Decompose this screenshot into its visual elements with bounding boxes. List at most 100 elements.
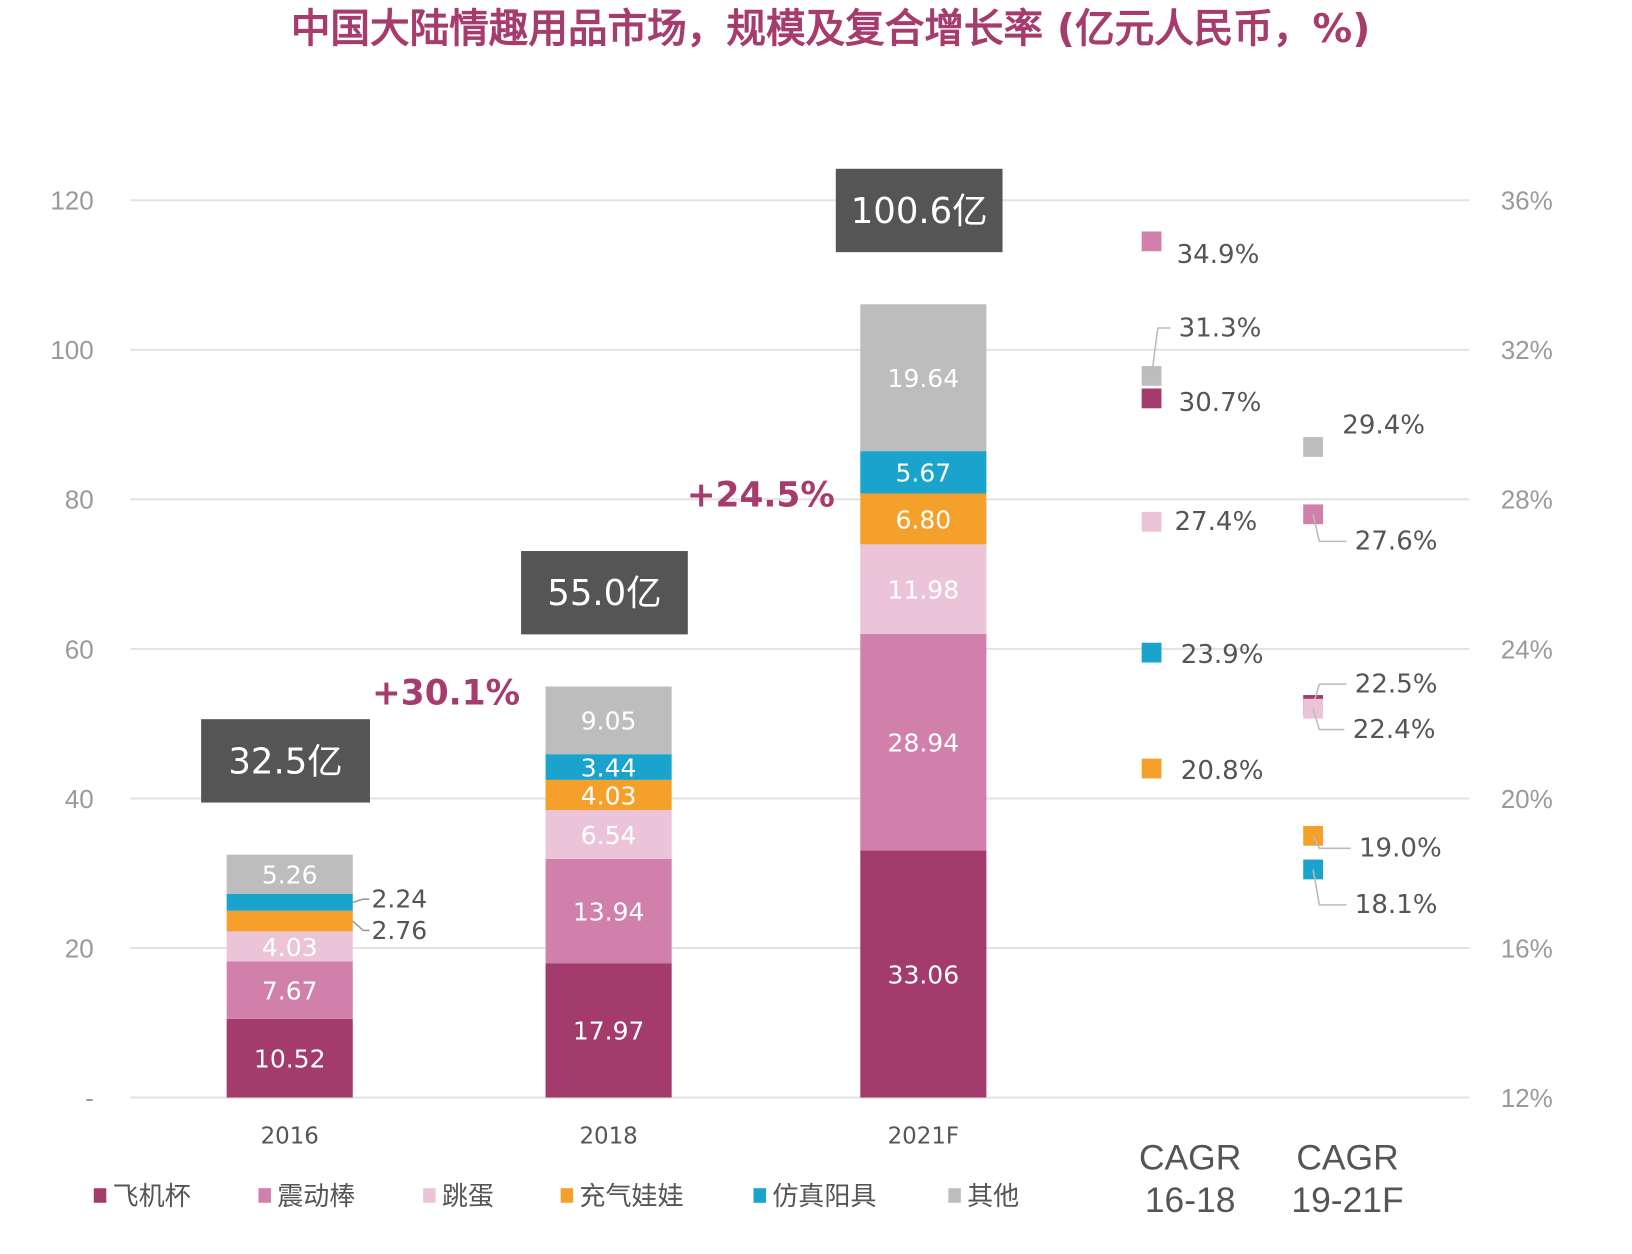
legend: 飞机杯 震动棒 跳蛋 充气娃娃 仿真阳具 其他: [93, 1182, 1019, 1212]
cagr-value-label: 18.1%: [1355, 890, 1438, 920]
cagr-value-label: 22.4%: [1353, 715, 1436, 745]
bar-segment-label: 17.97: [573, 1017, 645, 1046]
bar-segment-label: 2.24: [372, 885, 428, 914]
bar-segment-label: 4.03: [581, 781, 637, 810]
cagr-marker: [1303, 437, 1324, 457]
legend-swatch: [753, 1188, 766, 1203]
legend-label: 飞机杯: [113, 1182, 191, 1212]
bar-segment: [545, 963, 672, 1098]
total-box: [835, 168, 1003, 253]
bar-segment-label: 5.67: [896, 459, 952, 488]
y-right-tick-label: 20%: [1501, 784, 1553, 814]
bar-segment: [860, 633, 987, 851]
bar-segment-label: 9.05: [581, 707, 637, 736]
leader-line: [1312, 869, 1347, 906]
cagr-value-label: 22.5%: [1355, 669, 1438, 699]
bar-segment: [226, 961, 353, 1019]
bar-segment-label: 6.80: [896, 505, 952, 534]
y-right-tick-label: 12%: [1501, 1083, 1553, 1113]
bar-segment-label: 11.98: [888, 576, 960, 605]
legend-swatch: [560, 1188, 574, 1203]
cagr-period: 16-18: [1145, 1180, 1236, 1220]
y-tick-label: 100: [50, 335, 93, 365]
bar-segment: [860, 850, 987, 1098]
bars: 10.52 7.67 4.03 2.762.24 5.26 32.5亿 2016 17.97 1…: [201, 168, 1003, 1149]
bar-segment-label: 19.64: [888, 364, 960, 393]
cagr-value-label: 29.4%: [1342, 410, 1425, 440]
bar-segment: [545, 686, 672, 755]
bar-segment: [226, 931, 353, 962]
bar-segment: [545, 810, 672, 859]
bar-segment-label: 13.94: [573, 897, 645, 926]
bar-segment: [545, 779, 672, 811]
y-tick-label: 60: [65, 634, 94, 664]
leader-line: [1312, 514, 1347, 543]
legend-swatch: [258, 1188, 271, 1203]
y-right-tick-label: 24%: [1501, 634, 1553, 664]
y-tick-label: -: [85, 1083, 94, 1113]
total-label: 32.5亿: [228, 741, 342, 782]
cagr-value-label: 34.9%: [1177, 240, 1260, 270]
legend-label: 仿真阳具: [772, 1182, 876, 1212]
y-right-tick-label: 32%: [1501, 335, 1553, 365]
bar-segment-label: 7.67: [262, 977, 318, 1006]
total-label: 100.6亿: [851, 191, 988, 232]
growth-label: +24.5%: [687, 476, 835, 516]
y-tick-label: 40: [65, 784, 94, 814]
leader-line: [1312, 835, 1351, 850]
bar-segment: [860, 304, 987, 452]
bar-segment-label: 6.54: [581, 821, 637, 850]
total-box: [201, 719, 370, 803]
cagr-header: CAGR: [1139, 1137, 1241, 1177]
cagr-header: CAGR: [1296, 1137, 1398, 1177]
y-axis-right: 12% 16% 20% 24% 28% 32% 36%: [1501, 186, 1553, 1113]
bar-segment: [226, 1018, 353, 1098]
cagr-value-label: 27.4%: [1174, 507, 1257, 537]
legend-swatch: [423, 1188, 436, 1203]
bar-segment-label: 4.03: [262, 933, 318, 962]
bar-segment-label: 3.44: [581, 753, 637, 782]
total-box: [521, 551, 688, 635]
chart-title: 中国大陆情趣用品市场，规模及复合增长率 (亿元人民币，%): [291, 6, 1371, 52]
legend-swatch: [948, 1188, 961, 1203]
y-right-tick-label: 16%: [1501, 933, 1553, 963]
bar-segment: [860, 544, 987, 634]
cagr-period: 19-21F: [1291, 1180, 1403, 1220]
y-tick-label: 20: [65, 933, 94, 963]
y-right-tick-label: 28%: [1501, 485, 1553, 515]
leader-line: [1312, 683, 1347, 706]
cagr-marker: [1303, 859, 1324, 880]
segment-leader-line: [352, 898, 370, 904]
bar-segment: [860, 493, 987, 545]
x-tick-label: 2016: [261, 1123, 319, 1149]
cagr-value-label: 20.8%: [1181, 756, 1264, 786]
cagr-marker: [1141, 758, 1162, 779]
bar-segment: [545, 754, 672, 780]
bar-segment: [545, 858, 672, 964]
x-tick-label: 2021F: [888, 1123, 959, 1149]
y-right-tick-label: 36%: [1501, 186, 1553, 216]
bar-segment-label: 10.52: [254, 1045, 326, 1074]
cagr-marker: [1141, 511, 1162, 532]
bar-segment: [226, 910, 353, 932]
cagr-markers: 30.7%34.9%27.4%20.8%23.9%31.3%CAGR16-182…: [1139, 231, 1442, 1220]
bar-segment: [226, 854, 353, 894]
legend-label: 震动棒: [277, 1182, 355, 1212]
bar-segment: [226, 893, 353, 911]
cagr-value-label: 27.6%: [1355, 527, 1438, 557]
legend-label: 其他: [967, 1182, 1019, 1212]
y-tick-label: 120: [50, 186, 93, 216]
cagr-marker: [1141, 642, 1162, 663]
growth-label: +30.1%: [372, 674, 520, 714]
bar-segment-label: 2.76: [372, 916, 428, 945]
legend-label: 跳蛋: [442, 1182, 494, 1212]
leader-line: [1312, 708, 1345, 731]
cagr-value-label: 31.3%: [1179, 313, 1262, 343]
bar-segment-label: 5.26: [262, 861, 318, 890]
segment-leader-line: [352, 920, 370, 932]
cagr-marker: [1141, 231, 1162, 252]
cagr-value-label: 19.0%: [1359, 834, 1442, 864]
leader-line: [1150, 327, 1171, 377]
y-tick-label: 80: [65, 485, 94, 515]
